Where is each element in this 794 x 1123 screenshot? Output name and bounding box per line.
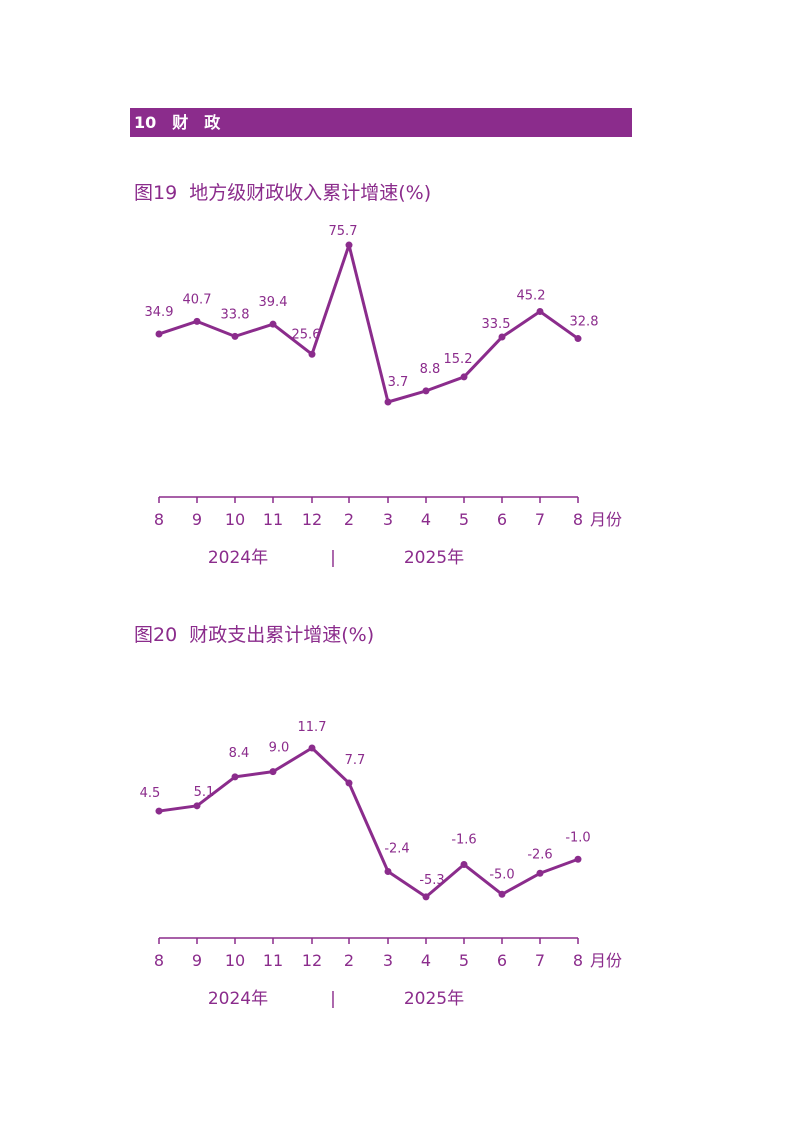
x-tick-label: 12: [302, 510, 322, 529]
data-point: [231, 332, 239, 340]
data-point: [269, 320, 277, 328]
x-tick-label: 10: [225, 951, 245, 970]
x-axis-unit: 月份: [590, 510, 622, 529]
data-label: 33.8: [221, 307, 250, 322]
data-label: 34.9: [145, 305, 174, 320]
data-label: 33.5: [482, 317, 511, 332]
data-label: 45.2: [517, 289, 546, 304]
data-point: [155, 330, 163, 338]
data-point: [345, 779, 353, 787]
data-point: [498, 890, 506, 898]
data-point: [536, 869, 544, 877]
chart-title-20: 图20 财政支出累计增速(%): [134, 624, 375, 646]
data-label: 25.6: [292, 327, 321, 342]
data-label: 32.8: [570, 315, 599, 330]
data-label: 40.7: [183, 292, 212, 307]
data-label: 3.7: [388, 375, 409, 390]
data-label: 7.7: [345, 753, 366, 768]
x-axis-unit: 月份: [590, 951, 622, 970]
data-label: 11.7: [298, 720, 327, 735]
data-point: [536, 308, 544, 316]
data-point: [193, 317, 201, 325]
series-line: [158, 746, 579, 899]
data-point: [384, 398, 392, 406]
x-tick-label: 8: [154, 510, 164, 529]
section-header: 10 财 政: [130, 108, 632, 137]
chart-title-19: 图19 地方级财政收入累计增速(%): [134, 182, 432, 204]
x-tick-label: 4: [421, 510, 431, 529]
data-point: [460, 861, 468, 869]
data-point: [384, 868, 392, 876]
x-tick-label: 4: [421, 951, 431, 970]
data-point: [193, 802, 201, 810]
x-tick-label: 9: [192, 951, 202, 970]
data-label: 15.2: [444, 352, 473, 367]
x-tick-label: 9: [192, 510, 202, 529]
x-tick-label: 6: [497, 510, 507, 529]
x-tick-label: 11: [263, 951, 283, 970]
data-point: [269, 768, 277, 776]
year-divider: |: [330, 989, 336, 1009]
year-label-2025: 2025年: [404, 989, 464, 1009]
x-tick-label: 3: [383, 951, 393, 970]
data-point: [574, 855, 582, 863]
data-point: [308, 744, 316, 752]
data-label: 9.0: [269, 741, 290, 756]
x-tick-label: 7: [535, 951, 545, 970]
data-label: 75.7: [329, 224, 358, 239]
data-label: -5.0: [489, 867, 514, 882]
x-tick-label: 11: [263, 510, 283, 529]
data-label: -2.6: [527, 847, 552, 862]
data-point: [422, 893, 430, 901]
data-point: [155, 807, 163, 815]
data-label: 8.8: [420, 362, 441, 377]
x-tick-label: 8: [573, 951, 583, 970]
data-label: -5.3: [419, 873, 444, 888]
x-tick-label: 5: [459, 951, 469, 970]
data-label: 8.4: [229, 746, 250, 761]
x-tick-label: 2: [344, 510, 354, 529]
data-point: [498, 333, 506, 341]
data-point: [308, 350, 316, 358]
year-divider: |: [330, 548, 336, 568]
data-point: [422, 387, 430, 395]
data-label: 39.4: [259, 295, 288, 310]
data-label: 4.5: [140, 786, 161, 801]
data-point: [231, 773, 239, 781]
data-label: -2.4: [384, 842, 409, 857]
year-label-2024: 2024年: [208, 548, 268, 568]
x-tick-label: 3: [383, 510, 393, 529]
data-label: -1.6: [451, 833, 476, 848]
x-tick-label: 6: [497, 951, 507, 970]
x-tick-label: 2: [344, 951, 354, 970]
x-tick-label: 8: [573, 510, 583, 529]
series-line: [158, 243, 579, 404]
year-label-2024: 2024年: [208, 989, 268, 1009]
x-tick-label: 7: [535, 510, 545, 529]
x-tick-label: 8: [154, 951, 164, 970]
data-point: [345, 241, 353, 249]
x-tick-label: 10: [225, 510, 245, 529]
data-point: [574, 335, 582, 343]
data-point: [460, 373, 468, 381]
x-tick-label: 5: [459, 510, 469, 529]
year-label-2025: 2025年: [404, 548, 464, 568]
data-label: 5.1: [194, 785, 215, 800]
x-tick-label: 12: [302, 951, 322, 970]
data-label: -1.0: [565, 830, 590, 845]
